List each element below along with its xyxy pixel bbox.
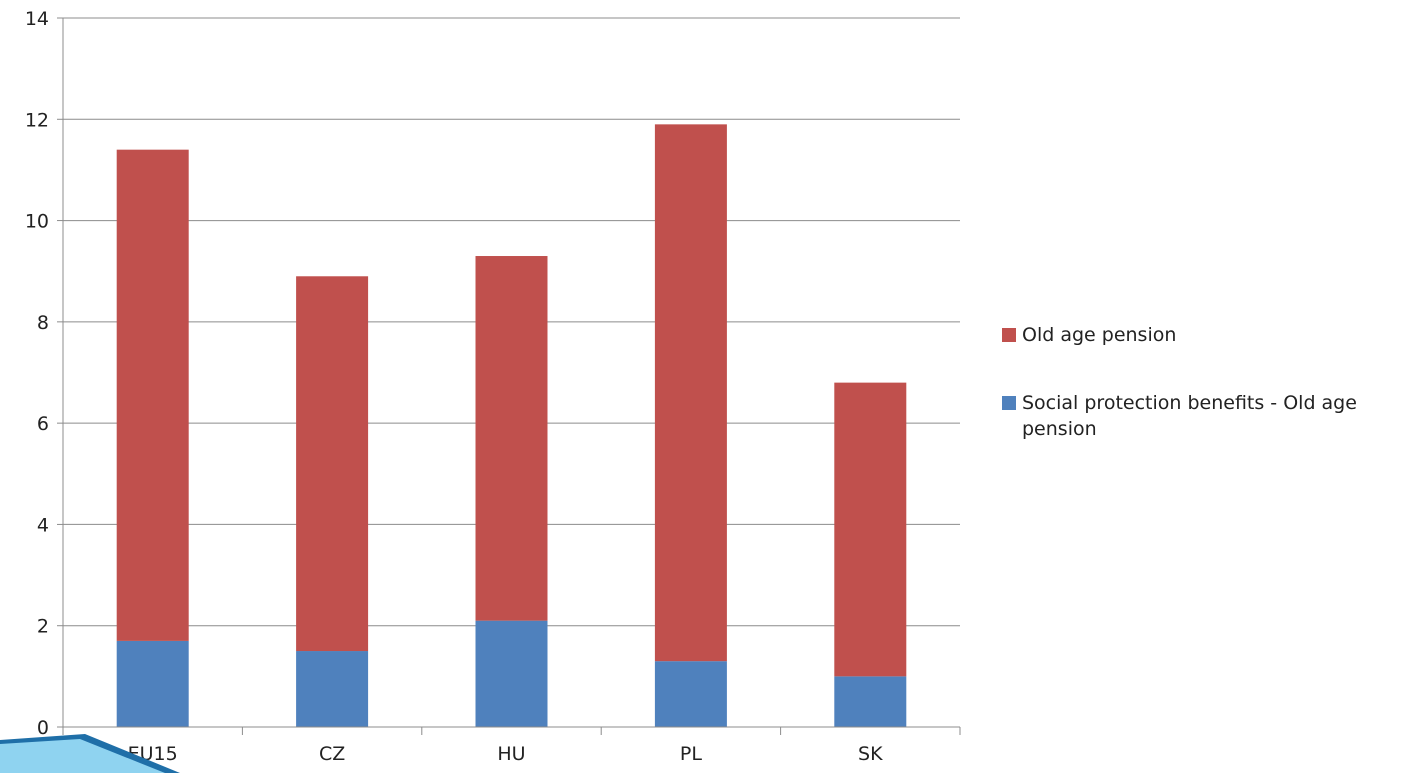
bar-cz-old-age-pension (296, 276, 369, 652)
bar-sk-old-age-pension (834, 382, 907, 677)
y-tick-label: 0 (37, 717, 49, 739)
y-tick-label: 8 (37, 312, 49, 334)
y-tick-label: 14 (25, 8, 49, 30)
legend-label: Social protection benefits - Old age pen… (1022, 392, 1357, 440)
slide-corner-decoration (0, 734, 180, 773)
bar-hu-old-age-pension (475, 256, 548, 621)
legend-swatch (1002, 396, 1016, 410)
x-tick-label: SK (858, 743, 883, 765)
legend-label: Old age pension (1022, 324, 1177, 346)
bar-eu15-social-protection-benefits (116, 640, 189, 727)
x-tick-label: HU (497, 743, 525, 765)
x-tick-labels: EU15 CZ HU PL SK (128, 743, 883, 765)
y-tick-label: 12 (25, 109, 49, 131)
bar-hu-social-protection-benefits (475, 620, 548, 727)
legend: Old age pension Social protection benefi… (1002, 322, 1402, 484)
y-tick-label: 10 (25, 211, 49, 233)
legend-swatch (1002, 328, 1016, 342)
y-tick-label: 6 (37, 413, 49, 435)
bar-pl-social-protection-benefits (654, 661, 727, 727)
bar-sk-social-protection-benefits (834, 676, 907, 727)
bar-eu15-old-age-pension (116, 149, 189, 641)
x-tick-label: PL (680, 743, 702, 765)
axes (57, 17, 961, 735)
bars (116, 124, 907, 727)
bar-pl-old-age-pension (654, 124, 727, 662)
y-tick-label: 2 (37, 616, 49, 638)
x-tick-label: CZ (319, 743, 345, 765)
y-tick-label: 4 (37, 514, 49, 536)
legend-item-old-age-pension: Old age pension (1002, 322, 1402, 348)
y-tick-labels: 0 2 4 6 8 10 12 14 (25, 8, 49, 739)
bar-cz-social-protection-benefits (296, 651, 369, 727)
legend-item-social-protection-benefits: Social protection benefits - Old age pen… (1002, 390, 1402, 442)
